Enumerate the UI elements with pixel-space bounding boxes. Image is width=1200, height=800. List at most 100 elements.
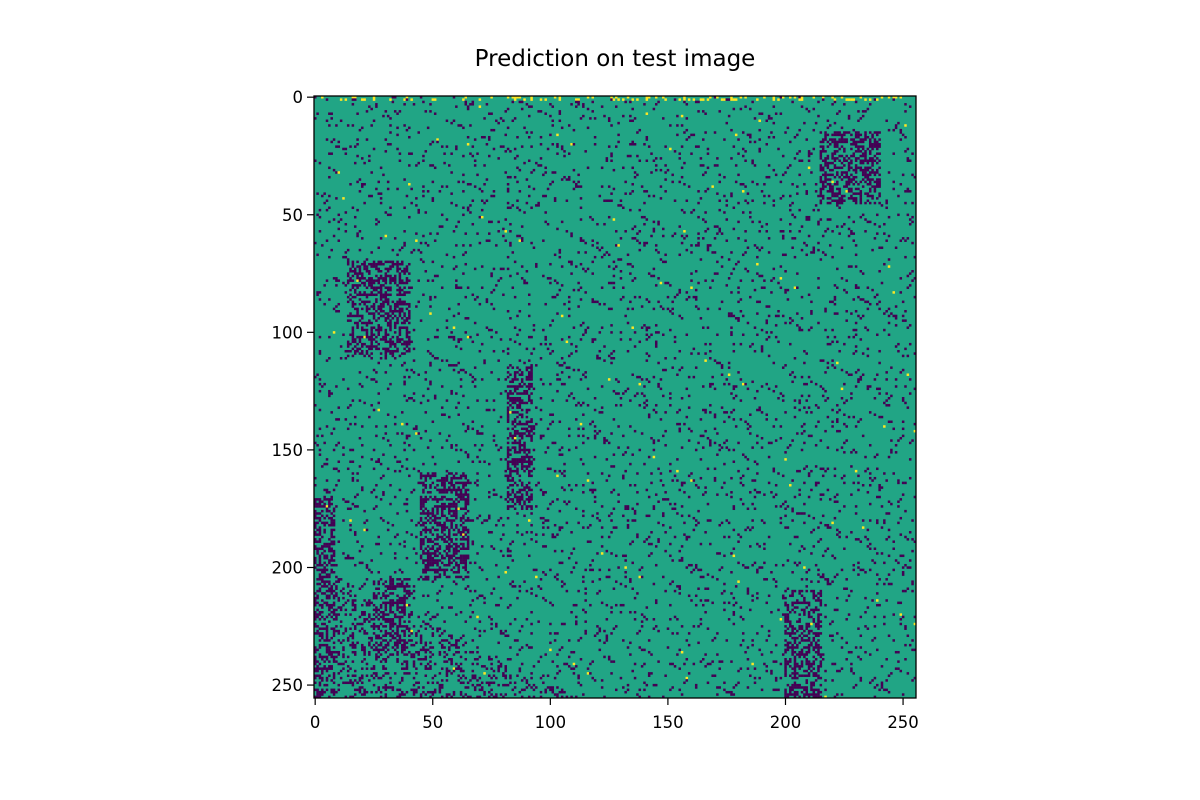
heatmap-cell <box>753 460 757 463</box>
heatmap-cell <box>687 439 691 442</box>
heatmap-cell <box>772 425 776 428</box>
heatmap-cell <box>673 474 677 478</box>
heatmap-cell <box>727 448 731 452</box>
heatmap-cell <box>377 392 380 395</box>
heatmap-cell <box>375 319 378 322</box>
heatmap-cell <box>408 291 411 294</box>
heatmap-cell <box>509 222 512 226</box>
heatmap-cell <box>593 434 597 438</box>
heatmap-cell <box>419 476 423 480</box>
heatmap-cell <box>370 265 373 268</box>
heatmap-cell <box>457 531 460 534</box>
heatmap-cell <box>622 474 625 478</box>
heatmap-cell <box>429 352 432 355</box>
heatmap-cell <box>379 260 383 264</box>
heatmap-cell <box>448 507 451 511</box>
heatmap-cell <box>657 538 660 541</box>
heatmap-cell <box>577 305 580 308</box>
heatmap-cell <box>589 422 592 426</box>
heatmap-cell <box>694 366 698 369</box>
heatmap-cell <box>403 267 406 271</box>
heatmap-cell <box>876 161 879 165</box>
heatmap-cell <box>377 326 380 329</box>
heatmap-cell <box>393 262 397 266</box>
heatmap-cell <box>673 340 677 344</box>
heatmap-cell <box>852 152 856 155</box>
heatmap-cell <box>346 345 350 348</box>
heatmap-cell <box>318 453 322 456</box>
heatmap-cell <box>527 455 531 459</box>
heatmap-cell <box>419 540 423 543</box>
heatmap-cell <box>683 521 686 525</box>
heatmap-cell <box>321 545 324 548</box>
heatmap-cell <box>781 314 785 318</box>
heatmap-cell <box>361 321 364 325</box>
heatmap-cell <box>556 152 559 155</box>
heatmap-cell <box>530 460 533 463</box>
heatmap-cell <box>429 531 432 534</box>
heatmap-cell <box>346 260 350 264</box>
heatmap-cell <box>488 154 491 158</box>
heatmap-cell <box>379 277 383 280</box>
heatmap-cell <box>622 286 625 289</box>
heatmap-cell <box>433 521 437 525</box>
heatmap-cell <box>396 300 399 304</box>
heatmap-cell <box>906 406 910 409</box>
heatmap-cell <box>845 180 848 184</box>
heatmap-cell <box>396 112 399 115</box>
heatmap-cell <box>351 354 355 358</box>
heatmap-cell <box>325 545 329 548</box>
heatmap-cell <box>396 347 399 351</box>
heatmap-cell <box>426 556 430 560</box>
heatmap-cell <box>812 208 816 212</box>
heatmap-cell <box>445 359 449 362</box>
heatmap-cell <box>450 476 453 480</box>
heatmap-cell <box>473 185 477 188</box>
heatmap-cell <box>478 460 482 463</box>
heatmap-cell <box>398 272 402 275</box>
heatmap-cell <box>506 462 510 466</box>
heatmap-cell <box>690 286 693 289</box>
heatmap-cell <box>556 133 559 137</box>
heatmap-cell <box>431 559 435 562</box>
heatmap-cell <box>709 349 712 353</box>
heatmap-cell <box>810 309 813 313</box>
heatmap-cell <box>504 239 507 242</box>
heatmap-cell <box>631 107 634 111</box>
heatmap-cell <box>857 192 860 195</box>
heatmap-cell <box>511 476 515 480</box>
heatmap-cell <box>527 397 531 400</box>
heatmap-cell <box>553 549 557 553</box>
heatmap-cell <box>384 312 388 315</box>
heatmap-cell <box>586 436 590 440</box>
heatmap-cell <box>901 399 905 402</box>
heatmap-cell <box>370 491 373 494</box>
heatmap-cell <box>817 208 820 212</box>
heatmap-cell <box>403 230 406 233</box>
heatmap-cell <box>575 185 578 188</box>
heatmap-cell <box>899 436 903 440</box>
heatmap-cell <box>426 552 430 555</box>
heatmap-cell <box>702 138 705 141</box>
heatmap-cell <box>560 265 564 268</box>
heatmap-cell <box>718 230 721 233</box>
heatmap-cell <box>495 493 498 496</box>
heatmap-cell <box>727 277 731 280</box>
heatmap-cell <box>833 335 837 339</box>
heatmap-cell <box>765 338 768 341</box>
heatmap-cell <box>391 354 395 358</box>
heatmap-cell <box>318 505 322 508</box>
heatmap-cell <box>789 317 792 320</box>
heatmap-cell <box>908 441 912 445</box>
heatmap-cell <box>605 199 609 202</box>
heatmap-cell <box>332 554 336 558</box>
heatmap-cell <box>777 340 780 344</box>
heatmap-cell <box>821 145 825 148</box>
heatmap-cell <box>657 251 660 254</box>
heatmap-cell <box>612 187 616 191</box>
heatmap-cell <box>591 244 594 247</box>
heatmap-cell <box>826 488 830 492</box>
heatmap-cell <box>758 138 761 141</box>
heatmap-cell <box>617 500 620 503</box>
heatmap-cell <box>812 248 816 252</box>
